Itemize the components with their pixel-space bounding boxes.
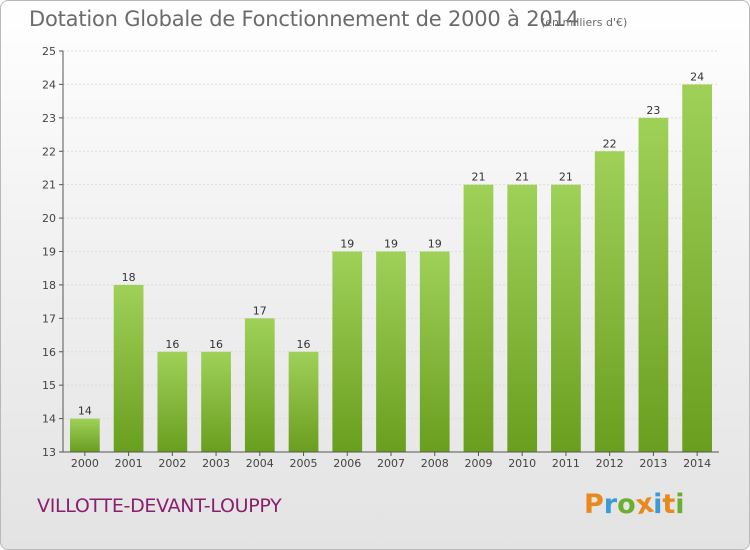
y-tick-label: 14 bbox=[42, 413, 56, 426]
bar-value-label: 24 bbox=[690, 70, 704, 83]
y-tick-label: 16 bbox=[42, 346, 56, 359]
y-tick-label: 19 bbox=[42, 246, 56, 259]
y-tick-label: 23 bbox=[42, 112, 56, 125]
y-tick-label: 24 bbox=[42, 78, 56, 91]
logo-letter: t bbox=[662, 489, 676, 520]
bar-2006 bbox=[332, 251, 363, 452]
bar-value-label: 18 bbox=[122, 271, 136, 284]
logo-letter: i bbox=[675, 489, 685, 520]
bar-value-label: 16 bbox=[165, 338, 179, 351]
bar-value-label: 14 bbox=[78, 405, 92, 418]
bar-value-label: 21 bbox=[471, 171, 485, 184]
bar-value-label: 21 bbox=[559, 171, 573, 184]
bar-2002 bbox=[157, 351, 188, 452]
x-tick-label: 2010 bbox=[508, 457, 536, 470]
x-tick-label: 2011 bbox=[552, 457, 580, 470]
x-tick-label: 2002 bbox=[158, 457, 186, 470]
x-tick-label: 2009 bbox=[464, 457, 492, 470]
bar-value-label: 22 bbox=[603, 137, 617, 150]
bar-2001 bbox=[113, 284, 144, 452]
logo-letter: i bbox=[653, 489, 663, 520]
y-tick-label: 22 bbox=[42, 145, 56, 158]
bar-value-label: 19 bbox=[384, 238, 398, 251]
proxiti-logo: Proxiti bbox=[584, 488, 685, 522]
bar-2011 bbox=[551, 184, 581, 452]
bar-2013 bbox=[638, 117, 669, 452]
bar-value-label: 19 bbox=[428, 238, 442, 251]
chart-subtitle: (en milliers d'€) bbox=[541, 16, 628, 29]
y-tick-label: 20 bbox=[42, 212, 56, 225]
bar-value-label: 23 bbox=[646, 104, 660, 117]
y-tick-label: 13 bbox=[42, 446, 56, 459]
logo-letter: r bbox=[603, 489, 618, 520]
y-tick-label: 15 bbox=[42, 379, 56, 392]
bar-value-label: 19 bbox=[340, 238, 354, 251]
bar-2003 bbox=[201, 351, 231, 452]
bar-value-label: 21 bbox=[515, 171, 529, 184]
x-tick-label: 2012 bbox=[596, 457, 624, 470]
bar-2009 bbox=[463, 184, 494, 452]
x-tick-label: 2008 bbox=[421, 457, 449, 470]
x-tick-label: 2005 bbox=[290, 457, 318, 470]
x-tick-label: 2007 bbox=[377, 457, 405, 470]
y-tick-label: 25 bbox=[42, 45, 56, 58]
logo-letter: P bbox=[584, 489, 604, 520]
x-tick-label: 2003 bbox=[202, 457, 230, 470]
bar-2005 bbox=[288, 351, 319, 452]
y-tick-label: 17 bbox=[42, 312, 56, 325]
bar-2007 bbox=[376, 251, 406, 452]
bar-2010 bbox=[507, 184, 538, 452]
x-tick-label: 2006 bbox=[333, 457, 361, 470]
bar-2014 bbox=[682, 84, 713, 453]
x-tick-label: 2000 bbox=[71, 457, 99, 470]
bar-value-label: 16 bbox=[297, 338, 311, 351]
bar-2000 bbox=[69, 418, 100, 452]
logo-letter: o bbox=[617, 489, 636, 520]
x-tick-label: 2001 bbox=[115, 457, 143, 470]
x-tick-label: 2004 bbox=[246, 457, 274, 470]
x-tick-label: 2014 bbox=[683, 457, 711, 470]
y-tick-label: 21 bbox=[42, 179, 56, 192]
bar-2012 bbox=[594, 151, 625, 452]
x-tick-label: 2013 bbox=[639, 457, 667, 470]
bar-2008 bbox=[419, 251, 450, 452]
commune-name: VILLOTTE-DEVANT-LOUPPY bbox=[37, 495, 282, 517]
chart-title: Dotation Globale de Fonctionnement de 20… bbox=[29, 7, 579, 31]
bar-2004 bbox=[244, 318, 275, 452]
bar-value-label: 16 bbox=[209, 338, 223, 351]
y-tick-label: 18 bbox=[42, 279, 56, 292]
bar-value-label: 17 bbox=[253, 304, 267, 317]
